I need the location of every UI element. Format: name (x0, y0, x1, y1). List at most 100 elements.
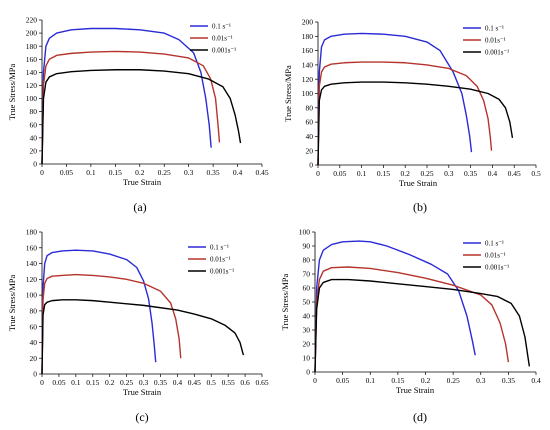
legend-entry: 0.01s⁻¹ (212, 35, 233, 43)
x-tick-label: 0.4 (173, 378, 183, 387)
series-line-0 (41, 249, 157, 375)
y-tick-label: 80 (303, 256, 311, 265)
legend-entry: 0.1 s⁻¹ (210, 244, 229, 252)
legend-entry: 0.001s⁻¹ (485, 264, 509, 272)
y-tick-label: 100 (26, 94, 38, 103)
y-tick-label: 10 (303, 354, 311, 363)
x-axis-title: True Strain (396, 385, 435, 395)
legend-entry: 0.01s⁻¹ (485, 252, 506, 260)
series-line-2 (314, 278, 531, 373)
y-axis-title: True Stress/MPa (280, 273, 290, 330)
x-tick-label: 0.35 (502, 376, 515, 385)
y-tick-label: 120 (302, 75, 314, 84)
x-tick-label: 0.05 (336, 376, 349, 385)
legend-entry: 0.01s⁻¹ (485, 37, 506, 45)
x-axis-title: True Strain (123, 177, 162, 187)
series-line-1 (314, 266, 510, 373)
y-tick-label: 160 (302, 46, 314, 55)
y-tick-label: 100 (26, 291, 38, 300)
legend-entry: 0.1 s⁻¹ (212, 23, 231, 31)
y-tick-label: 220 (26, 16, 38, 25)
series-line-0 (41, 27, 212, 165)
y-tick-label: 60 (30, 120, 38, 129)
y-tick-label: 0 (306, 368, 310, 377)
x-tick-label: 0.45 (255, 168, 268, 177)
y-tick-label: 50 (303, 298, 311, 307)
x-tick-label: 0.15 (109, 168, 122, 177)
x-axis-title: True Strain (399, 178, 438, 188)
y-tick-label: 20 (30, 147, 38, 156)
y-tick-label: 140 (26, 259, 38, 268)
y-tick-label: 80 (306, 103, 314, 112)
x-tick-label: 0.1 (71, 378, 81, 387)
legend-entry: 0.1 s⁻¹ (485, 240, 504, 248)
y-tick-label: 70 (303, 270, 311, 279)
x-tick-label: 0.1 (366, 376, 376, 385)
x-tick-label: 0.05 (60, 168, 73, 177)
y-tick-label: 40 (306, 132, 314, 141)
series-line-1 (317, 61, 493, 166)
y-tick-label: 120 (26, 81, 38, 90)
chart-panel-1: 0 0.05 0.1 0.15 0.2 0.25 0.3 0.35 0.4 0.45 0.5 0 20 4… (283, 18, 541, 214)
y-tick-label: 20 (30, 354, 38, 363)
y-tick-label: 80 (30, 107, 38, 116)
y-tick-label: 100 (302, 89, 314, 98)
y-tick-label: 140 (26, 68, 38, 77)
y-tick-label: 200 (302, 18, 314, 27)
x-tick-label: 0 (40, 168, 44, 177)
y-tick-label: 160 (26, 243, 38, 252)
x-tick-label: 0.25 (420, 169, 433, 178)
series-line-1 (41, 273, 182, 375)
series-line-1 (41, 50, 221, 165)
x-tick-label: 0.6 (240, 378, 250, 387)
y-axis-title: True Stress/MPa (283, 65, 293, 122)
x-tick-label: 0.3 (444, 169, 454, 178)
chart-panel-0: 0 0.05 0.1 0.15 0.2 0.25 0.3 0.35 0.4 0.45 0 20 40 60… (7, 16, 269, 214)
y-tick-label: 80 (30, 306, 38, 315)
y-tick-label: 40 (303, 312, 311, 321)
x-tick-label: 0.45 (508, 169, 521, 178)
x-tick-label: 0.35 (464, 169, 477, 178)
y-tick-label: 40 (30, 338, 38, 347)
legend-entry: 0.001s⁻¹ (485, 49, 509, 57)
y-tick-label: 60 (306, 118, 314, 127)
panel-label: (c) (135, 410, 148, 424)
x-tick-label: 0.25 (447, 376, 460, 385)
x-tick-label: 0.3 (139, 378, 149, 387)
x-tick-label: 0.2 (105, 378, 115, 387)
y-tick-label: 40 (30, 133, 38, 142)
panel-label: (a) (133, 200, 146, 214)
legend-entry: 0.1 s⁻¹ (485, 25, 504, 33)
x-tick-label: 0.25 (120, 378, 133, 387)
y-tick-label: 180 (26, 228, 38, 237)
series-line-2 (317, 81, 514, 166)
x-tick-label: 0.4 (531, 376, 541, 385)
y-tick-label: 60 (30, 322, 38, 331)
panel-label: (b) (413, 200, 427, 214)
x-tick-label: 0.2 (421, 376, 431, 385)
legend-entry: 0.001s⁻¹ (212, 47, 236, 55)
x-tick-label: 0.1 (357, 169, 367, 178)
x-tick-label: 0 (313, 376, 317, 385)
y-tick-label: 200 (26, 29, 38, 38)
y-tick-label: 30 (303, 326, 311, 335)
x-tick-label: 0.15 (86, 378, 99, 387)
y-tick-label: 140 (302, 61, 314, 70)
y-tick-label: 20 (306, 146, 314, 155)
x-tick-label: 0.35 (154, 378, 167, 387)
x-tick-label: 0.45 (188, 378, 201, 387)
y-tick-label: 0 (309, 161, 313, 170)
x-tick-label: 0.25 (158, 168, 171, 177)
y-tick-label: 160 (26, 55, 38, 64)
chart-panel-2: 0 0.05 0.1 0.15 0.2 0.25 0.3 0.35 0.4 0.45 0.5 0.55… (7, 228, 269, 424)
x-tick-label: 0.05 (52, 378, 65, 387)
x-axis-title: True Strain (123, 387, 162, 397)
x-tick-label: 0.5 (531, 169, 541, 178)
x-tick-label: 0.55 (222, 378, 235, 387)
y-tick-label: 20 (303, 340, 311, 349)
x-tick-label: 0.65 (255, 378, 268, 387)
chart-panel-3: 0 0.05 0.1 0.15 0.2 0.25 0.3 0.35 0.4 0 10 20 30 40 50… (280, 228, 541, 424)
y-tick-label: 100 (299, 228, 311, 237)
x-tick-label: 0.35 (207, 168, 220, 177)
